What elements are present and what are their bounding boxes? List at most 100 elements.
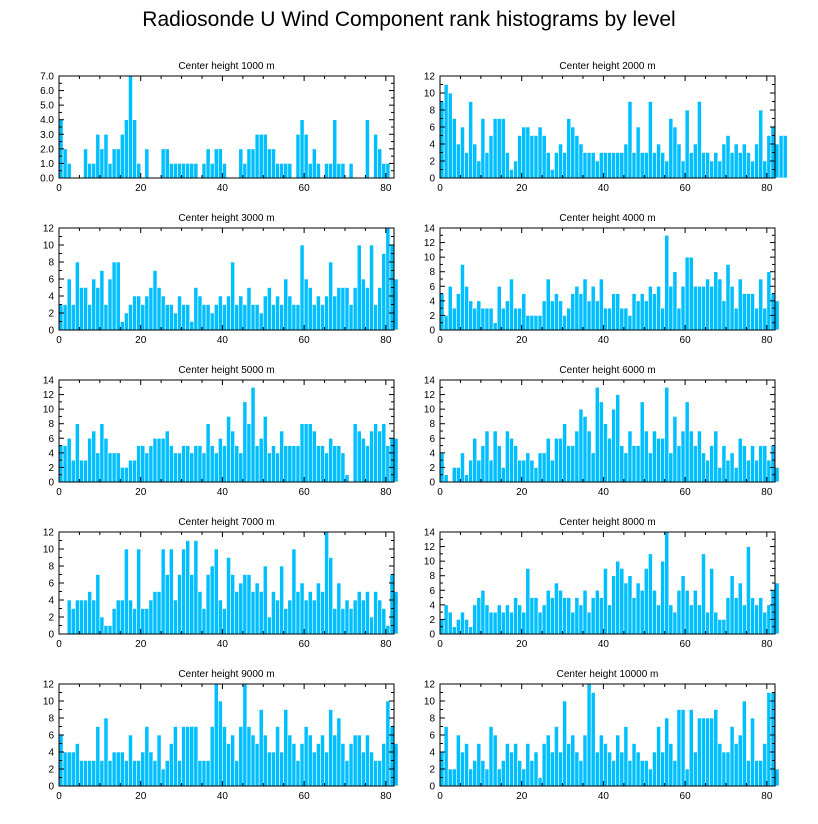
- bar: [537, 777, 543, 787]
- bar: [456, 467, 461, 483]
- bar: [340, 163, 346, 179]
- bar: [189, 726, 195, 787]
- bar: [213, 148, 219, 179]
- panel-title: Center height 7000 m: [178, 517, 274, 528]
- x-tick-label: 40: [217, 791, 229, 802]
- bar: [181, 304, 186, 331]
- bar: [635, 300, 641, 331]
- bar: [562, 700, 567, 787]
- bar: [746, 459, 751, 483]
- panel-title: Center height 10000 m: [557, 669, 659, 680]
- bar: [660, 437, 665, 483]
- bar: [234, 445, 240, 483]
- y-tick-label: 12: [43, 528, 55, 539]
- bar: [189, 574, 195, 635]
- bar: [472, 307, 478, 331]
- bar: [656, 143, 661, 179]
- bar: [549, 169, 555, 179]
- x-tick-label: 60: [680, 791, 692, 802]
- bar: [680, 709, 686, 787]
- bar: [505, 152, 510, 179]
- bar: [201, 760, 207, 787]
- bar: [144, 148, 150, 179]
- x-tick-label: 60: [299, 335, 311, 346]
- bar: [742, 604, 747, 635]
- bar: [124, 548, 129, 635]
- bar: [169, 743, 174, 787]
- x-tick-label: 20: [135, 183, 147, 194]
- bar: [185, 726, 191, 787]
- x-tick-label: 80: [380, 335, 392, 346]
- y-tick-label: 6: [48, 579, 54, 590]
- bar: [373, 760, 378, 787]
- y-tick-label: 4: [429, 296, 435, 307]
- bar: [295, 445, 301, 483]
- bar: [456, 619, 461, 635]
- bar: [250, 386, 256, 483]
- bar: [541, 604, 547, 635]
- bar: [603, 568, 608, 635]
- bar: [169, 304, 174, 331]
- bar: [443, 315, 449, 331]
- bar: [688, 430, 694, 483]
- bar: [709, 285, 715, 331]
- bar: [533, 135, 539, 179]
- bar: [332, 734, 338, 787]
- bar: [782, 135, 788, 179]
- bar: [529, 760, 535, 787]
- bar: [672, 271, 678, 331]
- bar: [307, 591, 313, 635]
- x-tick-label: 0: [437, 487, 443, 498]
- x-tick-label: 80: [380, 487, 392, 498]
- bar: [558, 751, 563, 787]
- bar: [599, 278, 604, 331]
- bar: [70, 304, 76, 331]
- x-tick-label: 60: [680, 487, 692, 498]
- bar: [701, 285, 706, 331]
- bar: [328, 261, 334, 331]
- bar: [737, 278, 743, 331]
- bar: [558, 589, 563, 635]
- bar: [717, 467, 723, 483]
- bar: [692, 589, 698, 635]
- bar: [603, 423, 608, 483]
- bar: [173, 726, 178, 787]
- bar: [468, 101, 473, 179]
- bar: [307, 734, 313, 787]
- bar: [181, 726, 186, 787]
- bar: [193, 287, 199, 331]
- bar: [676, 589, 682, 635]
- bar: [160, 295, 166, 331]
- x-tick-label: 0: [437, 335, 443, 346]
- bar: [58, 304, 64, 331]
- bar: [271, 751, 276, 787]
- bar: [352, 599, 358, 635]
- bar: [529, 597, 535, 635]
- y-tick-label: 0: [48, 478, 54, 489]
- bar: [181, 163, 186, 179]
- bar: [95, 574, 101, 635]
- bar: [230, 430, 235, 483]
- bar: [517, 760, 523, 787]
- bar: [668, 285, 674, 331]
- bar: [275, 452, 280, 483]
- bar: [513, 445, 518, 483]
- bar: [729, 285, 735, 331]
- bar: [242, 163, 248, 179]
- bar: [537, 126, 543, 179]
- bar: [456, 293, 461, 331]
- y-tick-label: 10: [43, 545, 55, 556]
- y-tick-label: 0: [429, 326, 435, 337]
- bar: [545, 589, 551, 635]
- bar: [185, 540, 191, 635]
- bar: [701, 717, 706, 787]
- bar: [545, 734, 551, 787]
- y-tick-label: 8: [429, 267, 435, 278]
- bar: [566, 307, 572, 331]
- y-tick-label: 2: [429, 311, 435, 322]
- bar: [725, 459, 731, 483]
- bar: [705, 717, 710, 787]
- bar: [340, 287, 346, 331]
- bar: [447, 611, 453, 635]
- bar: [758, 760, 764, 787]
